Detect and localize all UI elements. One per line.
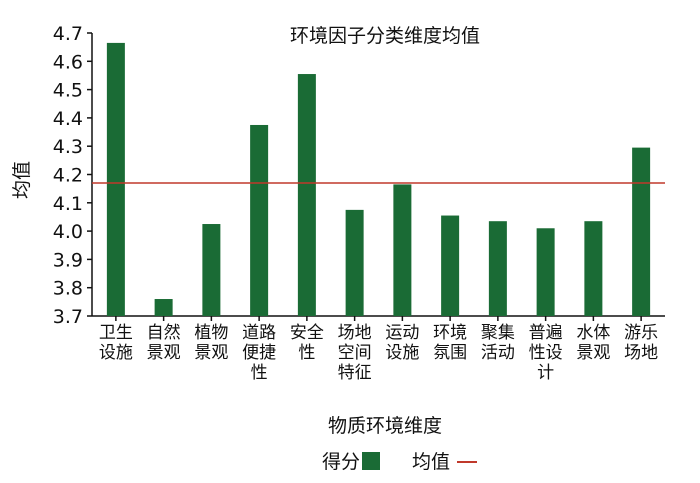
x-tick-label: 道路 bbox=[242, 323, 276, 343]
x-tick-label: 游乐 bbox=[624, 323, 658, 343]
x-tick-label: 自然 bbox=[147, 323, 181, 343]
bar bbox=[632, 147, 651, 316]
x-tick-label: 活动 bbox=[481, 343, 515, 363]
plot-area: 3.73.83.94.04.14.24.34.44.54.64.7卫生设施自然景… bbox=[53, 23, 665, 383]
y-tick-label: 4.7 bbox=[53, 23, 83, 45]
y-tick-label: 3.7 bbox=[53, 306, 83, 328]
bar bbox=[488, 221, 507, 316]
x-tick-label: 景观 bbox=[576, 343, 610, 363]
x-tick-label: 环境 bbox=[433, 323, 467, 343]
y-tick-label: 4.4 bbox=[53, 108, 83, 130]
x-tick-label: 普遍 bbox=[529, 323, 563, 343]
y-tick-label: 4.3 bbox=[53, 136, 83, 158]
y-tick-label: 3.8 bbox=[53, 278, 83, 300]
x-tick-label: 安全 bbox=[290, 323, 324, 343]
bar bbox=[202, 224, 221, 316]
x-tick-label: 运动 bbox=[385, 323, 419, 343]
x-tick-label: 性 bbox=[251, 363, 268, 383]
x-tick-label: 景观 bbox=[147, 343, 181, 363]
x-tick-label: 植物 bbox=[194, 323, 228, 343]
bar bbox=[393, 184, 412, 316]
legend-label-mean: 均值 bbox=[412, 451, 450, 473]
x-axis-title: 物质环境维度 bbox=[328, 415, 442, 437]
bar bbox=[154, 299, 173, 316]
bar bbox=[345, 209, 364, 316]
x-tick-label: 景观 bbox=[194, 343, 228, 363]
legend-swatch-score bbox=[362, 452, 380, 470]
y-axis-title: 均值 bbox=[11, 161, 33, 199]
x-tick-label: 聚集 bbox=[481, 323, 515, 343]
legend-label-score: 得分 bbox=[322, 451, 360, 473]
x-tick-label: 场地 bbox=[624, 343, 658, 363]
x-tick-label: 性 bbox=[298, 343, 315, 363]
y-tick-label: 4.2 bbox=[53, 165, 83, 187]
y-tick-label: 4.0 bbox=[53, 221, 83, 243]
x-tick-label: 氛围 bbox=[433, 343, 467, 363]
bar bbox=[250, 124, 269, 316]
y-tick-label: 4.6 bbox=[53, 51, 83, 73]
bar bbox=[536, 228, 555, 316]
x-tick-label: 特征 bbox=[338, 363, 372, 383]
legend: 得分 均值 bbox=[322, 451, 477, 473]
x-tick-label: 设施 bbox=[99, 343, 133, 363]
x-tick-label: 空间 bbox=[338, 343, 372, 363]
bar bbox=[106, 42, 125, 316]
x-tick-label: 设施 bbox=[385, 343, 419, 363]
x-tick-label: 卫生 bbox=[99, 323, 133, 343]
y-tick-label: 4.1 bbox=[53, 193, 83, 215]
x-tick-label: 计 bbox=[537, 363, 554, 383]
bar bbox=[584, 221, 603, 316]
x-tick-label: 场地 bbox=[338, 323, 372, 343]
x-tick-label: 便捷 bbox=[242, 343, 276, 363]
bar bbox=[441, 215, 460, 316]
bar bbox=[297, 74, 316, 316]
y-tick-label: 4.5 bbox=[53, 80, 83, 102]
chart-title: 环境因子分类维度均值 bbox=[290, 25, 480, 47]
y-tick-label: 3.9 bbox=[53, 249, 83, 271]
x-tick-label: 水体 bbox=[576, 323, 610, 343]
x-tick-label: 性设 bbox=[529, 343, 563, 363]
